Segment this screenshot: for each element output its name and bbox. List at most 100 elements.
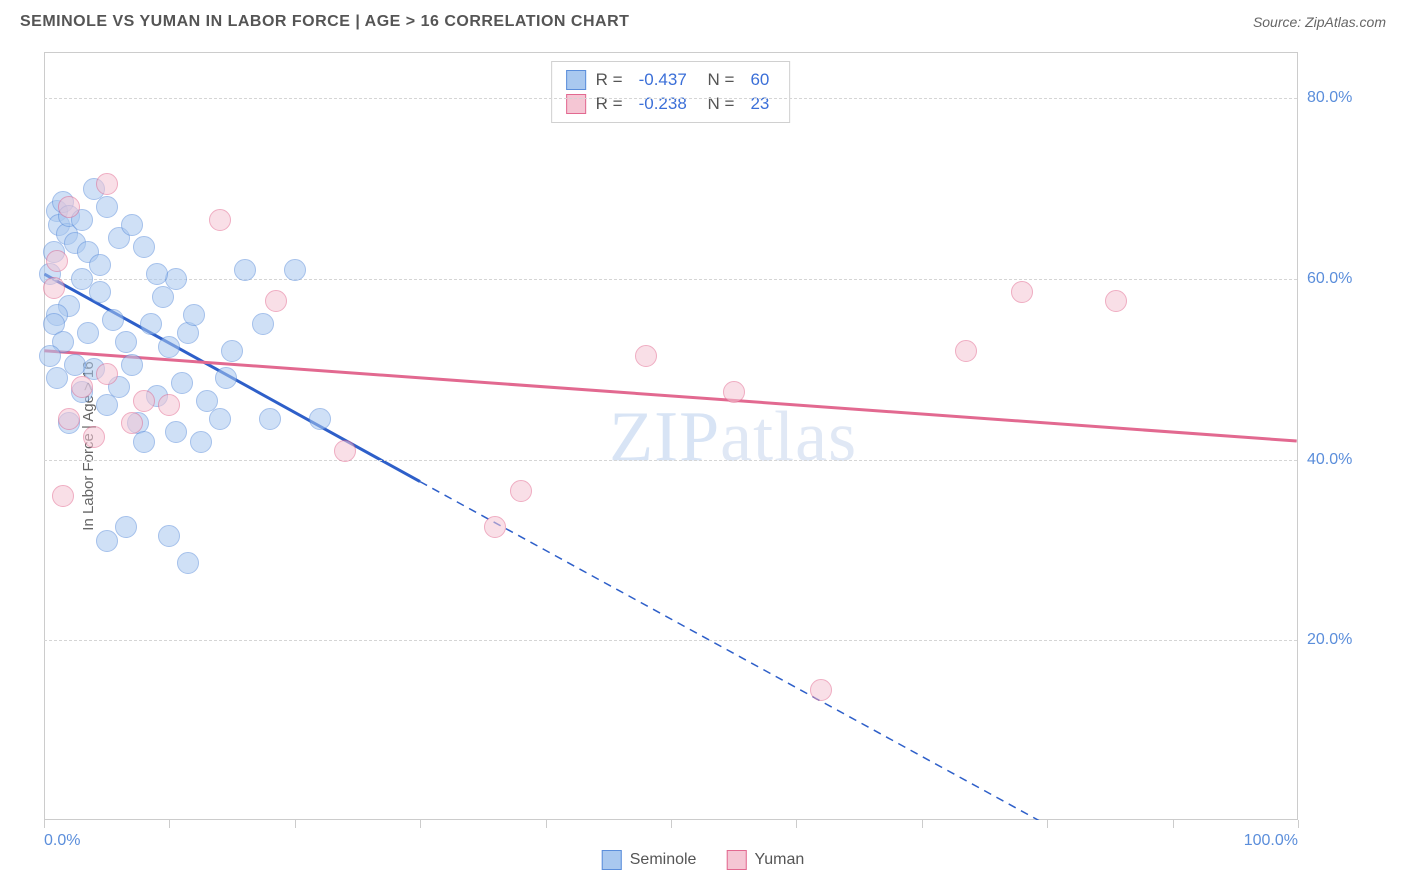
x-tick-mark <box>922 820 923 828</box>
legend-n-value: 23 <box>750 94 769 114</box>
scatter-point <box>89 281 111 303</box>
x-tick-mark <box>295 820 296 828</box>
scatter-point <box>955 340 977 362</box>
series-legend-item: Seminole <box>602 850 697 870</box>
scatter-chart: ZIPatlas R =-0.437 N =60R =-0.238 N =23 … <box>44 52 1298 820</box>
legend-n-label: N = <box>703 94 735 114</box>
gridline-h <box>44 460 1297 461</box>
trend-line-dashed <box>420 482 1046 820</box>
scatter-point <box>96 173 118 195</box>
x-tick-label: 100.0% <box>1244 832 1298 850</box>
scatter-point <box>183 304 205 326</box>
x-tick-label: 0.0% <box>44 832 80 850</box>
scatter-point <box>43 277 65 299</box>
scatter-point <box>115 331 137 353</box>
x-tick-mark <box>44 820 45 828</box>
scatter-point <box>121 412 143 434</box>
scatter-point <box>96 394 118 416</box>
scatter-point <box>146 263 168 285</box>
legend-n-label: N = <box>703 70 735 90</box>
scatter-point <box>71 268 93 290</box>
scatter-point <box>259 408 281 430</box>
scatter-point <box>484 516 506 538</box>
scatter-point <box>77 322 99 344</box>
x-tick-mark <box>1047 820 1048 828</box>
scatter-point <box>133 390 155 412</box>
scatter-point <box>58 196 80 218</box>
scatter-point <box>252 313 274 335</box>
legend-swatch <box>566 70 586 90</box>
scatter-point <box>190 431 212 453</box>
scatter-point <box>215 367 237 389</box>
x-tick-mark <box>1173 820 1174 828</box>
scatter-point <box>723 381 745 403</box>
y-tick-label: 40.0% <box>1307 451 1387 469</box>
scatter-point <box>177 552 199 574</box>
x-tick-mark <box>1298 820 1299 828</box>
x-tick-mark <box>546 820 547 828</box>
legend-r-value: -0.238 <box>639 94 687 114</box>
correlation-legend: R =-0.437 N =60R =-0.238 N =23 <box>551 61 791 123</box>
scatter-point <box>158 336 180 358</box>
y-axis-line <box>44 53 45 820</box>
x-tick-mark <box>169 820 170 828</box>
scatter-point <box>133 431 155 453</box>
legend-swatch <box>566 94 586 114</box>
scatter-point <box>1011 281 1033 303</box>
scatter-point <box>39 345 61 367</box>
scatter-point <box>209 209 231 231</box>
scatter-point <box>96 196 118 218</box>
scatter-point <box>635 345 657 367</box>
scatter-point <box>133 236 155 258</box>
scatter-point <box>265 290 287 312</box>
chart-title: SEMINOLE VS YUMAN IN LABOR FORCE | AGE >… <box>20 13 629 31</box>
y-tick-label: 80.0% <box>1307 89 1387 107</box>
chart-header: SEMINOLE VS YUMAN IN LABOR FORCE | AGE >… <box>0 0 1406 44</box>
scatter-point <box>96 530 118 552</box>
gridline-h <box>44 98 1297 99</box>
correlation-legend-row: R =-0.437 N =60 <box>566 68 776 92</box>
scatter-point <box>334 440 356 462</box>
scatter-point <box>71 376 93 398</box>
scatter-point <box>510 480 532 502</box>
scatter-point <box>121 354 143 376</box>
legend-swatch <box>726 850 746 870</box>
scatter-point <box>96 363 118 385</box>
x-tick-mark <box>796 820 797 828</box>
scatter-point <box>152 286 174 308</box>
x-tick-mark <box>420 820 421 828</box>
scatter-point <box>52 485 74 507</box>
scatter-point <box>171 372 193 394</box>
scatter-point <box>158 394 180 416</box>
chart-source: Source: ZipAtlas.com <box>1253 14 1386 30</box>
scatter-point <box>115 516 137 538</box>
series-legend-label: Yuman <box>754 851 804 869</box>
scatter-point <box>46 250 68 272</box>
scatter-point <box>1105 290 1127 312</box>
scatter-point <box>284 259 306 281</box>
legend-swatch <box>602 850 622 870</box>
scatter-point <box>64 354 86 376</box>
scatter-point <box>140 313 162 335</box>
scatter-point <box>209 408 231 430</box>
legend-r-value: -0.437 <box>639 70 687 90</box>
scatter-point <box>810 679 832 701</box>
trend-lines-svg <box>44 53 1297 820</box>
legend-n-value: 60 <box>750 70 769 90</box>
scatter-point <box>89 254 111 276</box>
scatter-point <box>121 214 143 236</box>
correlation-legend-row: R =-0.238 N =23 <box>566 92 776 116</box>
x-tick-mark <box>671 820 672 828</box>
series-legend-label: Seminole <box>630 851 697 869</box>
scatter-point <box>309 408 331 430</box>
y-tick-label: 60.0% <box>1307 270 1387 288</box>
series-legend-item: Yuman <box>726 850 804 870</box>
scatter-point <box>102 309 124 331</box>
trend-line <box>44 351 1296 441</box>
scatter-point <box>221 340 243 362</box>
scatter-point <box>46 367 68 389</box>
scatter-point <box>83 426 105 448</box>
scatter-point <box>58 408 80 430</box>
watermark: ZIPatlas <box>609 395 857 478</box>
gridline-h <box>44 279 1297 280</box>
